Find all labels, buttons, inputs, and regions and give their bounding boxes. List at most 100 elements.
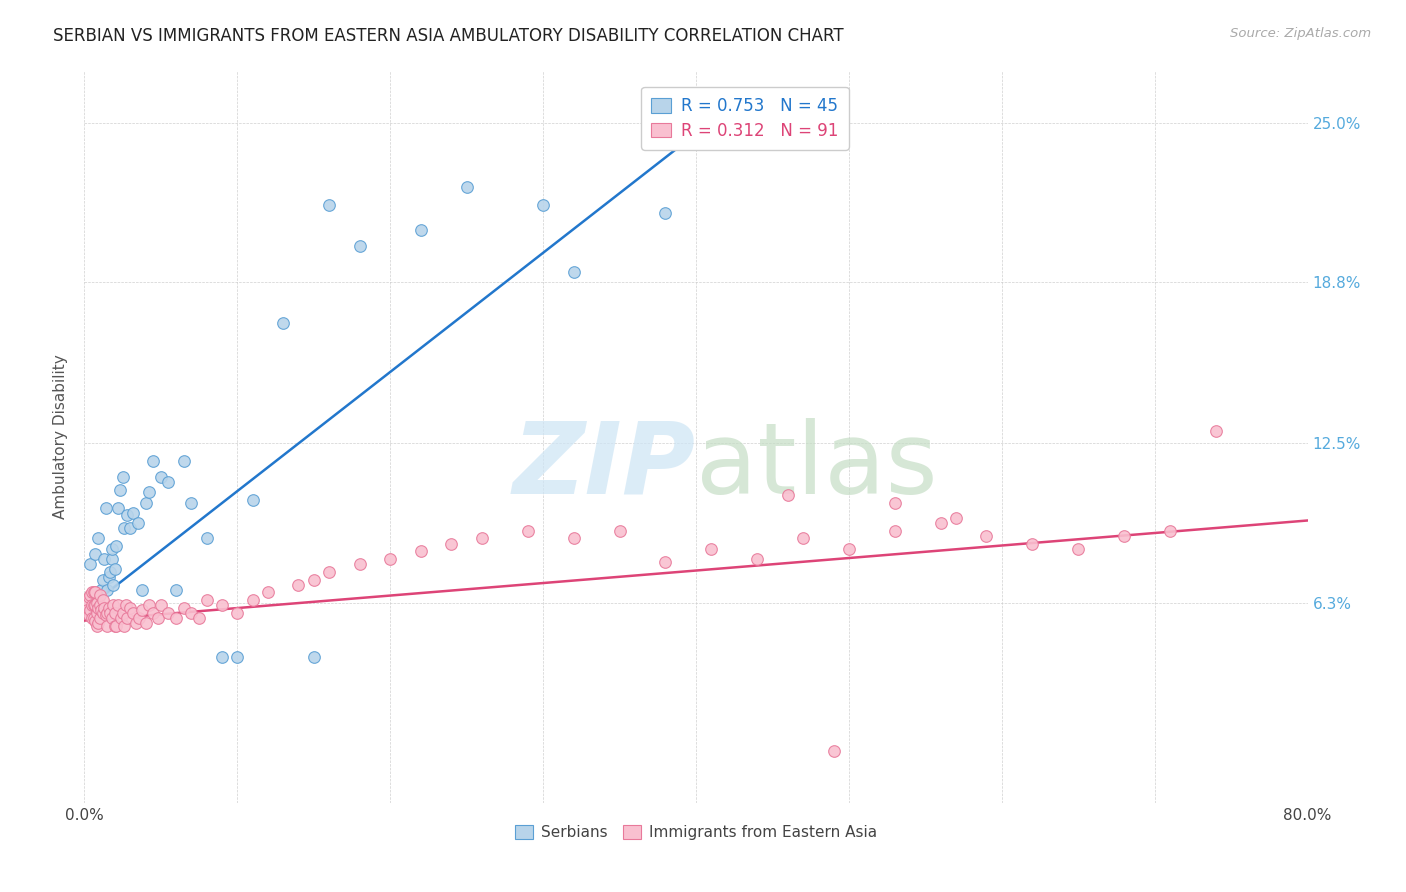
Point xyxy=(929,516,952,530)
Point xyxy=(1114,529,1136,543)
Point xyxy=(776,488,799,502)
Point xyxy=(173,454,195,468)
Point xyxy=(105,618,128,632)
Point xyxy=(122,506,145,520)
Point xyxy=(1067,541,1090,556)
Point xyxy=(101,611,124,625)
Point xyxy=(77,591,100,605)
Point xyxy=(138,485,160,500)
Text: Source: ZipAtlas.com: Source: ZipAtlas.com xyxy=(1230,27,1371,40)
Point xyxy=(142,454,165,468)
Point xyxy=(318,198,340,212)
Point xyxy=(110,611,132,625)
Text: SERBIAN VS IMMIGRANTS FROM EASTERN ASIA AMBULATORY DISABILITY CORRELATION CHART: SERBIAN VS IMMIGRANTS FROM EASTERN ASIA … xyxy=(53,27,844,45)
Point xyxy=(111,470,134,484)
Point xyxy=(142,606,165,620)
Point xyxy=(112,618,135,632)
Point xyxy=(349,239,371,253)
Point xyxy=(226,649,249,664)
Point xyxy=(98,565,121,579)
Point xyxy=(380,552,402,566)
Point xyxy=(96,582,118,597)
Point xyxy=(91,606,114,620)
Point xyxy=(609,524,631,538)
Point xyxy=(823,744,845,758)
Point xyxy=(131,582,153,597)
Point xyxy=(76,603,98,617)
Point xyxy=(195,532,218,546)
Point xyxy=(97,570,120,584)
Point xyxy=(83,598,105,612)
Point xyxy=(87,616,110,631)
Point xyxy=(700,541,723,556)
Point xyxy=(76,596,98,610)
Point xyxy=(945,511,967,525)
Point xyxy=(165,582,187,597)
Point xyxy=(115,611,138,625)
Point xyxy=(195,593,218,607)
Point xyxy=(108,483,131,497)
Point xyxy=(138,598,160,612)
Point xyxy=(1205,424,1227,438)
Point xyxy=(271,316,294,330)
Point xyxy=(80,611,103,625)
Point xyxy=(242,593,264,607)
Point xyxy=(112,521,135,535)
Point xyxy=(93,552,115,566)
Point xyxy=(101,541,124,556)
Point xyxy=(86,606,108,620)
Point xyxy=(86,618,108,632)
Point xyxy=(180,606,202,620)
Point xyxy=(97,600,120,615)
Point xyxy=(87,532,110,546)
Point xyxy=(79,557,101,571)
Point xyxy=(149,598,172,612)
Point xyxy=(131,603,153,617)
Point xyxy=(84,598,107,612)
Point xyxy=(94,608,117,623)
Point xyxy=(1021,536,1043,550)
Point xyxy=(89,598,111,612)
Point xyxy=(792,532,814,546)
Point xyxy=(180,495,202,509)
Point xyxy=(127,516,149,530)
Point xyxy=(125,616,148,631)
Point xyxy=(86,596,108,610)
Point xyxy=(226,606,249,620)
Point xyxy=(165,611,187,625)
Point xyxy=(91,573,114,587)
Point xyxy=(120,600,142,615)
Point xyxy=(562,532,585,546)
Point xyxy=(87,600,110,615)
Point xyxy=(318,565,340,579)
Point xyxy=(104,606,127,620)
Point xyxy=(211,598,233,612)
Point xyxy=(471,532,494,546)
Point xyxy=(96,606,118,620)
Point xyxy=(94,500,117,515)
Legend: Serbians, Immigrants from Eastern Asia: Serbians, Immigrants from Eastern Asia xyxy=(509,819,883,847)
Point xyxy=(122,606,145,620)
Point xyxy=(838,541,860,556)
Point xyxy=(302,573,325,587)
Point xyxy=(80,598,103,612)
Point xyxy=(146,611,169,625)
Point xyxy=(409,223,432,237)
Point xyxy=(98,606,121,620)
Point xyxy=(104,562,127,576)
Point xyxy=(96,618,118,632)
Point xyxy=(111,606,134,620)
Point xyxy=(135,495,157,509)
Point xyxy=(287,577,309,591)
Point xyxy=(107,500,129,515)
Point xyxy=(80,585,103,599)
Point xyxy=(128,611,150,625)
Point xyxy=(77,608,100,623)
Point xyxy=(114,598,136,612)
Point xyxy=(747,552,769,566)
Point xyxy=(440,536,463,550)
Point xyxy=(1159,524,1181,538)
Point xyxy=(120,521,142,535)
Point xyxy=(456,179,478,194)
Point xyxy=(257,585,280,599)
